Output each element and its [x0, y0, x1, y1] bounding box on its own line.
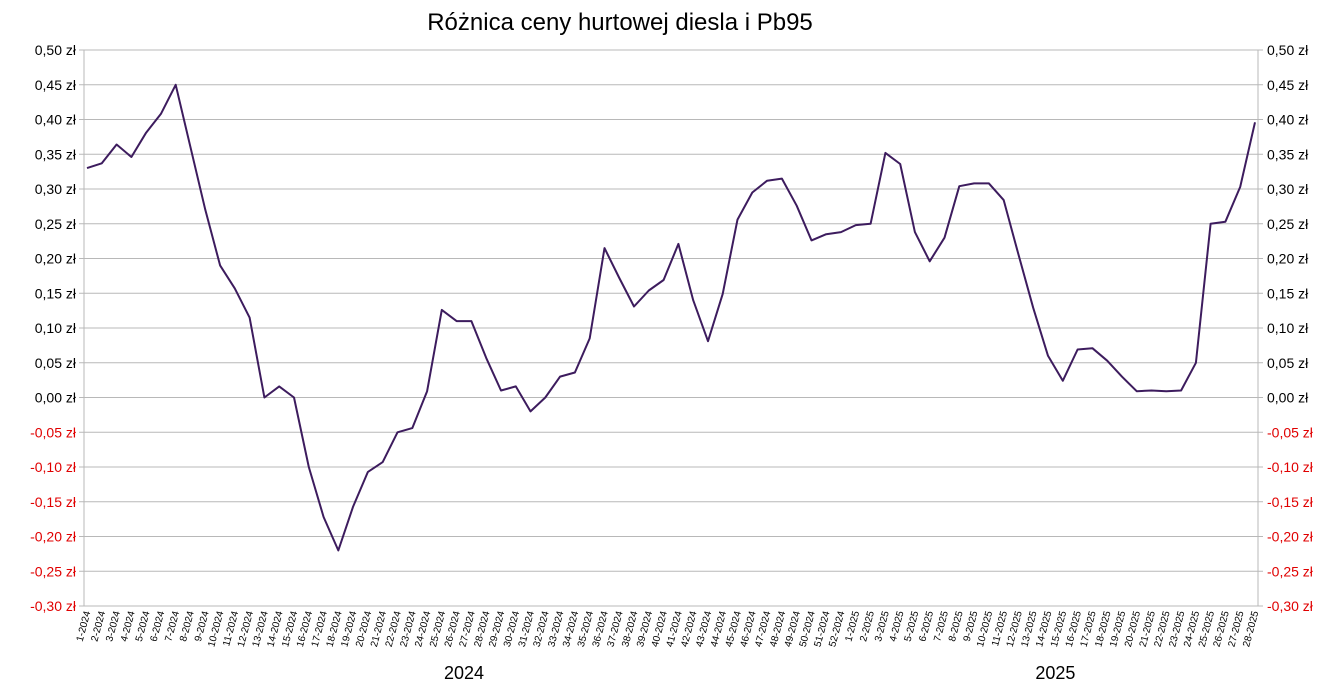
y-tick-label-left: 0,50 zł — [35, 42, 77, 58]
y-tick-label-right: 0,30 zł — [1267, 181, 1309, 197]
y-tick-label-right: 0,00 zł — [1267, 390, 1309, 406]
y-tick-label-right: 0,25 zł — [1267, 216, 1309, 232]
y-axis-right-tick-labels: 0,50 zł 0,45 zł 0,40 zł 0,35 zł 0,30 zł 0,25 … — [1267, 42, 1314, 614]
y-tick-label-left: 0,45 zł — [35, 77, 77, 93]
axes — [79, 49, 1263, 607]
y-tick-label-right: -0,30 zł — [1267, 598, 1314, 614]
y-tick-label-left: 0,20 zł — [35, 251, 77, 267]
y-tick-label-right: 0,40 zł — [1267, 112, 1309, 128]
y-tick-label-left: 0,00 zł — [35, 390, 77, 406]
y-tick-label-left: -0,30 zł — [30, 598, 77, 614]
y-tick-label-left: 0,25 zł — [35, 216, 77, 232]
y-tick-label-right: 0,35 zł — [1267, 146, 1309, 162]
y-tick-label-left: -0,25 zł — [30, 563, 77, 579]
y-tick-label-left: -0,05 zł — [30, 424, 77, 440]
y-tick-label-right: 0,50 zł — [1267, 42, 1309, 58]
year-label: 2024 — [444, 663, 484, 683]
x-axis-year-labels: 2024 2025 — [444, 663, 1075, 683]
y-tick-label-left: 0,30 zł — [35, 181, 77, 197]
y-tick-label-right: 0,45 zł — [1267, 77, 1309, 93]
y-tick-label-left: -0,10 zł — [30, 459, 77, 475]
y-tick-label-right: -0,05 zł — [1267, 424, 1314, 440]
y-tick-label-right: 0,05 zł — [1267, 355, 1309, 371]
y-tick-label-right: -0,20 zł — [1267, 529, 1314, 545]
chart-title: Różnica ceny hurtowej diesla i Pb95 — [427, 9, 813, 36]
series-line — [86, 83, 1256, 552]
x-axis-tick-labels: 1-20242-20243-20244-20245-20246-20247-20… — [75, 610, 1262, 649]
y-tick-label-right: 0,15 zł — [1267, 285, 1309, 301]
y-tick-label-left: 0,40 zł — [35, 112, 77, 128]
y-tick-label-left: 0,05 zł — [35, 355, 77, 371]
series-layer — [86, 83, 1256, 552]
y-tick-label-right: -0,10 zł — [1267, 459, 1314, 475]
y-tick-label-right: -0,25 zł — [1267, 563, 1314, 579]
y-axis-left-tick-labels: 0,50 zł 0,45 zł 0,40 zł 0,35 zł 0,30 zł 0,25 … — [30, 42, 77, 614]
y-tick-label-left: 0,10 zł — [35, 320, 77, 336]
y-tick-label-right: 0,10 zł — [1267, 320, 1309, 336]
year-label: 2025 — [1035, 663, 1075, 683]
y-tick-label-left: -0,15 zł — [30, 494, 77, 510]
y-tick-label-right: -0,15 zł — [1267, 494, 1314, 510]
y-tick-label-right: 0,20 zł — [1267, 251, 1309, 267]
y-tick-label-left: 0,35 zł — [35, 146, 77, 162]
gridlines — [84, 49, 1258, 607]
y-tick-label-left: 0,15 zł — [35, 285, 77, 301]
y-tick-label-left: -0,20 zł — [30, 529, 77, 545]
